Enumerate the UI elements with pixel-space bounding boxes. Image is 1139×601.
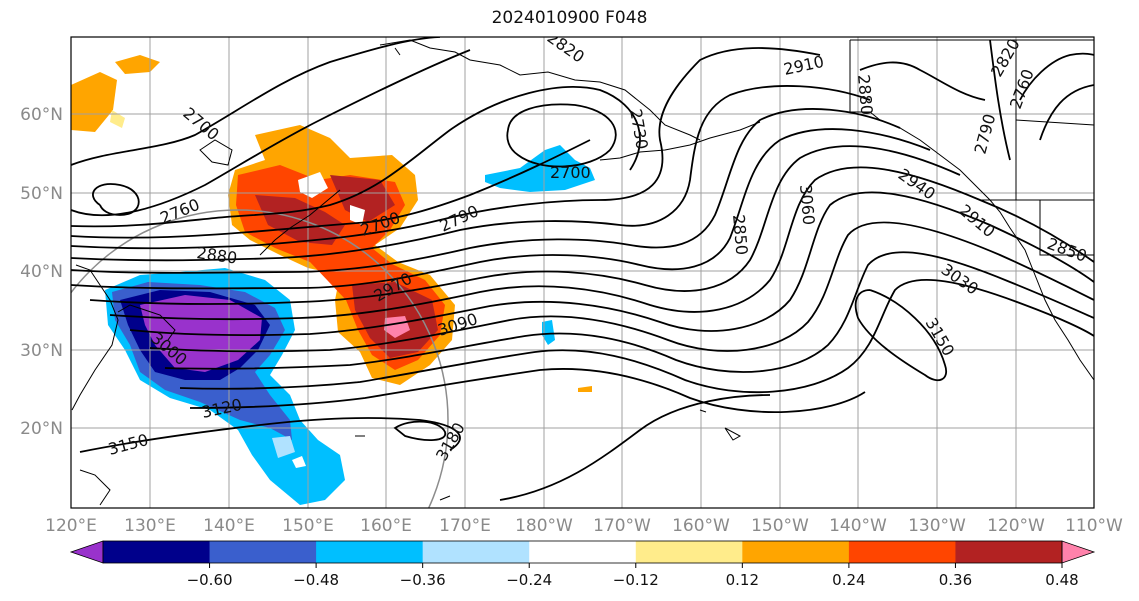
- contour-label: 2850: [729, 214, 751, 256]
- colorbar-tick-label: −0.48: [293, 571, 339, 589]
- lon-label: 130°W: [908, 516, 966, 536]
- map-border: [70, 36, 1095, 509]
- colorbar-segment: [529, 541, 637, 563]
- lon-label: 130°E: [124, 516, 176, 536]
- colorbar-tick-label: 0.36: [939, 571, 972, 589]
- lon-label: 160°E: [360, 516, 412, 536]
- lon-label: 110°W: [1065, 516, 1123, 536]
- colorbar-extend-min: [69, 540, 104, 564]
- lon-label: 120°W: [987, 516, 1045, 536]
- colorbar-segment: [422, 541, 530, 563]
- colorbar-tick-label: −0.36: [400, 571, 446, 589]
- lon-label: 160°W: [672, 516, 730, 536]
- lat-label: 60°N: [20, 105, 63, 125]
- lon-label: 180°W: [515, 516, 573, 536]
- colorbar: −0.60 −0.48 −0.36 −0.24 −0.12 0.12 0.24 0.36 0.4…: [69, 540, 1096, 589]
- colorbar-outline: [102, 540, 1063, 564]
- colorbar-tick-label: −0.60: [187, 571, 233, 589]
- lon-label: 140°W: [829, 516, 887, 536]
- longitude-labels: 120°E 130°E 140°E 150°E 160°E 170°E 180°…: [45, 516, 1123, 536]
- lat-label: 40°N: [20, 262, 63, 282]
- contour-label: 2880: [854, 74, 876, 116]
- colorbar-segment: [103, 541, 211, 563]
- colorbar-tick-label: 0.48: [1045, 571, 1078, 589]
- colorbar-tick-label: 0.24: [832, 571, 865, 589]
- lon-label: 170°E: [439, 516, 491, 536]
- lon-label: 120°E: [45, 516, 97, 536]
- lon-label: 150°E: [282, 516, 334, 536]
- colorbar-segment: [635, 541, 743, 563]
- lon-label: 150°W: [751, 516, 809, 536]
- colorbar-segment: [955, 541, 1063, 563]
- map-title: 2024010900 F048: [491, 8, 648, 28]
- range-circle: [71, 209, 449, 508]
- contour-label: 2700: [550, 163, 591, 182]
- colorbar-tick-label: −0.24: [506, 571, 552, 589]
- colorbar-segment: [316, 541, 424, 563]
- contour-label: 3060: [796, 184, 818, 226]
- lat-label: 50°N: [20, 184, 63, 204]
- colorbar-extend-max: [1061, 540, 1096, 564]
- latitude-labels: 20°N 30°N 40°N 50°N 60°N: [20, 105, 63, 439]
- colorbar-segment: [742, 541, 850, 563]
- height-contours: [71, 37, 1094, 501]
- lat-label: 20°N: [20, 419, 63, 439]
- colorbar-segment: [209, 541, 317, 563]
- lon-label: 140°E: [203, 516, 255, 536]
- colorbar-tick-label: −0.12: [613, 571, 659, 589]
- lat-label: 30°N: [20, 341, 63, 361]
- colorbar-segment: [848, 541, 956, 563]
- colorbar-tick-label: 0.12: [726, 571, 759, 589]
- lon-label: 170°W: [593, 516, 651, 536]
